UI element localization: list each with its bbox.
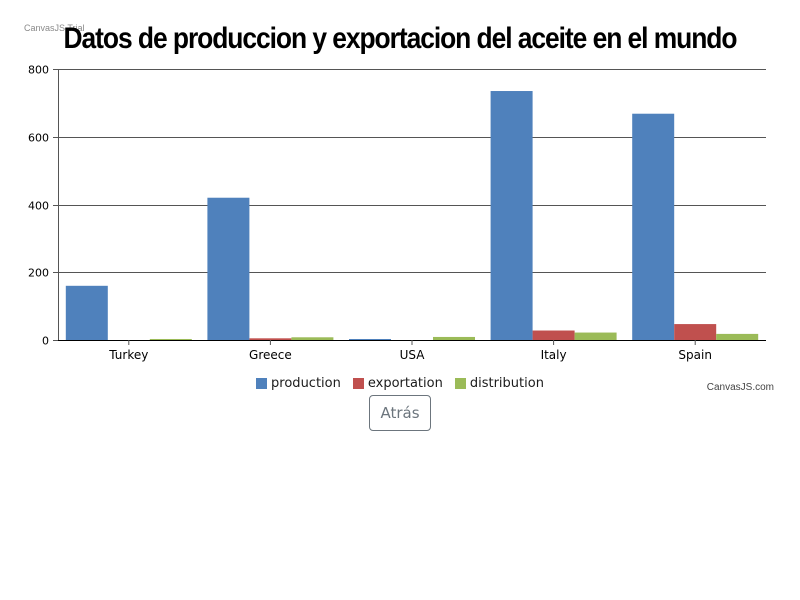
bar-production-spain	[632, 113, 675, 340]
legend-swatch	[454, 378, 466, 389]
legend-swatch	[256, 378, 268, 389]
trial-watermark: CanvasJS Trial	[24, 23, 85, 33]
y-tick-label: 800	[28, 64, 49, 77]
legend-item-exportation[interactable]: exportation	[352, 376, 443, 391]
bar-production-turkey	[65, 285, 108, 340]
bar-production-italy	[490, 91, 533, 340]
x-tick-label: USA	[400, 348, 426, 362]
y-tick-label: 400	[28, 200, 49, 213]
bar-exportation-spain	[674, 324, 717, 340]
x-tick-label: Turkey	[108, 348, 148, 362]
bar-exportation-italy	[532, 330, 575, 340]
bar-distribution-italy	[574, 332, 617, 340]
y-tick-label: 0	[42, 335, 49, 348]
legend-swatch	[352, 378, 364, 389]
x-tick-label: Greece	[249, 348, 292, 362]
legend-item-distribution[interactable]: distribution	[454, 376, 544, 391]
bar-exportation-greece	[249, 338, 292, 340]
y-tick-label: 600	[28, 132, 49, 145]
chart-canvas: 0 200 400 600 800 Turkey Greece USA Italy Spain	[28, 64, 766, 362]
bar-distribution-spain	[716, 333, 759, 340]
bar-distribution-usa	[433, 336, 475, 340]
bar-production-greece	[207, 197, 250, 340]
bar-production-usa	[349, 339, 391, 340]
x-tick-label: Italy	[541, 348, 567, 362]
x-tick-label: Spain	[678, 348, 712, 362]
bar-distribution-turkey	[149, 338, 192, 340]
chart-legend: production exportation distribution	[0, 376, 800, 391]
legend-label: exportation	[367, 376, 443, 391]
legend-item-production[interactable]: production	[256, 376, 341, 391]
bar-distribution-greece	[291, 337, 334, 340]
legend-label: distribution	[469, 376, 544, 391]
y-tick-label: 200	[28, 267, 49, 280]
back-button[interactable]: Atrás	[369, 395, 431, 431]
chart-title: Datos de produccion y exportacion del ac…	[63, 22, 738, 55]
canvasjs-credit-link[interactable]: CanvasJS.com	[706, 382, 774, 393]
legend-label: production	[271, 376, 341, 391]
